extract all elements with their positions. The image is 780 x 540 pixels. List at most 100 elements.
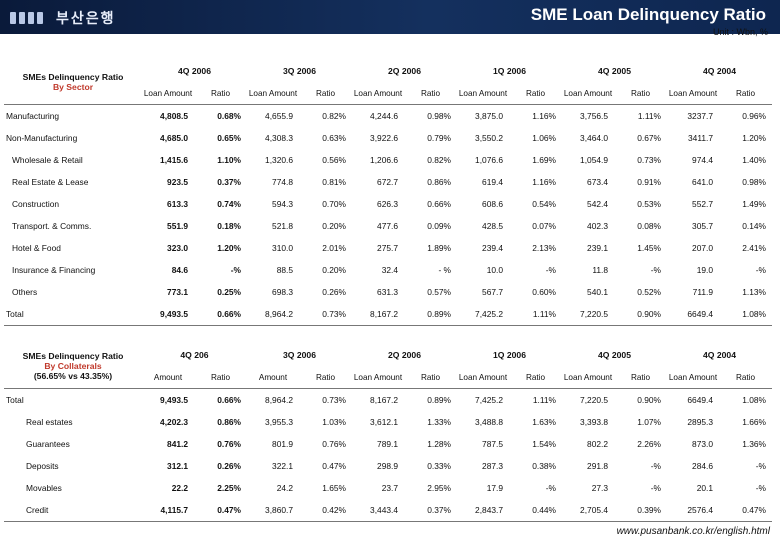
- corner-title: SMEs Delinquency Ratio: [22, 72, 124, 82]
- amount-cell: 631.3: [377, 287, 398, 297]
- ratio-cell: 0.39%: [614, 499, 667, 522]
- amount-cell: 305.7: [692, 221, 713, 231]
- ratio-cell: 0.37%: [404, 499, 457, 522]
- ratio-header: Ratio: [210, 372, 231, 382]
- ratio-cell: 0.82%: [427, 155, 451, 165]
- ratio-cell: 2.41%: [742, 243, 766, 253]
- amount-cell: 8,964.2: [247, 388, 299, 411]
- ratio-cell: 0.44%: [509, 499, 562, 522]
- ratio-cell: - %: [438, 265, 451, 275]
- ratio-cell: 0.70%: [322, 199, 346, 209]
- ratio-cell: -%: [650, 461, 661, 471]
- period-header: 3Q 2006: [283, 350, 316, 360]
- amount-cell: 298.9: [377, 461, 398, 471]
- ratio-cell: 1.33%: [427, 417, 451, 427]
- period-header: 1Q 2006: [493, 350, 526, 360]
- amount-cell: 3,860.7: [247, 499, 299, 522]
- corner-subtitle: By Sector: [52, 82, 94, 92]
- ratio-cell: 0.18%: [217, 221, 241, 231]
- amount-cell: 673.4: [587, 177, 608, 187]
- period-header: 1Q 2006: [493, 66, 526, 76]
- ratio-cell: 0.66%: [194, 388, 247, 411]
- amount-cell: 287.3: [482, 461, 503, 471]
- ratio-cell: 0.74%: [217, 199, 241, 209]
- row-label: Guarantees: [26, 439, 70, 449]
- ratio-cell: 0.09%: [427, 221, 451, 231]
- table-row: Guarantees 841.2 0.76% 801.9 0.76% 789.1 1.28%…: [4, 433, 772, 455]
- ratio-cell: -%: [650, 265, 661, 275]
- ratio-cell: 1.10%: [217, 155, 241, 165]
- ratio-cell: 1.11%: [509, 303, 562, 326]
- ratio-cell: 1.49%: [742, 199, 766, 209]
- ratio-cell: 0.66%: [427, 199, 451, 209]
- amount-cell: 1,076.6: [475, 155, 503, 165]
- amount-cell: 2576.4: [667, 499, 719, 522]
- amount-cell: 4,244.6: [352, 104, 404, 127]
- amount-cell: 23.7: [381, 483, 398, 493]
- amount-cell: 923.5: [167, 177, 188, 187]
- ratio-cell: 0.91%: [637, 177, 661, 187]
- amount-cell: 32.4: [381, 265, 398, 275]
- ratio-cell: 0.54%: [532, 199, 556, 209]
- amount-cell: 551.9: [167, 221, 188, 231]
- ratio-cell: 0.96%: [719, 104, 772, 127]
- ratio-cell: 0.42%: [299, 499, 352, 522]
- amount-cell: 787.5: [482, 439, 503, 449]
- table-row: Manufacturing 4,808.5 0.68% 4,655.9 0.82% 4,2…: [4, 104, 772, 127]
- ratio-cell: 0.33%: [427, 461, 451, 471]
- ratio-cell: 0.73%: [299, 303, 352, 326]
- ratio-header: Ratio: [315, 88, 336, 98]
- ratio-cell: 0.98%: [404, 104, 457, 127]
- amount-cell: 711.9: [692, 287, 713, 297]
- header-bar: 부산은행 SME Loan Delinquency Ratio: [0, 0, 780, 34]
- amount-cell: 239.1: [587, 243, 608, 253]
- ratio-cell: -%: [755, 265, 766, 275]
- footer-url: www.pusanbank.co.kr/english.html: [616, 526, 770, 537]
- amount-cell: 773.1: [167, 287, 188, 297]
- amount-cell: 521.8: [272, 221, 293, 231]
- amount-cell: 1,206.6: [370, 155, 398, 165]
- ratio-header: Ratio: [525, 372, 546, 382]
- ratio-cell: 0.73%: [637, 155, 661, 165]
- unit-label: Unit : Wbn, %: [712, 27, 768, 37]
- ratio-cell: 0.38%: [532, 461, 556, 471]
- ratio-cell: 0.86%: [427, 177, 451, 187]
- amount-cell: 2,843.7: [457, 499, 509, 522]
- corner-subtitle: By Collaterals: [44, 361, 102, 371]
- row-label: Real estates: [26, 417, 73, 427]
- ratio-cell: 1.89%: [427, 243, 451, 253]
- amount-cell: 323.0: [167, 243, 188, 253]
- ratio-cell: 0.37%: [217, 177, 241, 187]
- collateral-table: SMEs Delinquency Ratio By Collaterals (5…: [4, 344, 772, 522]
- ratio-cell: -%: [755, 483, 766, 493]
- ratio-cell: 0.63%: [322, 133, 346, 143]
- period-header: 4Q 206: [180, 350, 209, 360]
- row-label: Credit: [4, 499, 142, 522]
- ratio-cell: 1.03%: [322, 417, 346, 427]
- table-row: Deposits 312.1 0.26% 322.1 0.47% 298.9 0.33% 28…: [4, 455, 772, 477]
- ratio-cell: 0.56%: [322, 155, 346, 165]
- amount-cell: 477.6: [377, 221, 398, 231]
- period-header: 2Q 2006: [388, 350, 421, 360]
- period-header: 2Q 2006: [388, 66, 421, 76]
- ratio-cell: 1.20%: [217, 243, 241, 253]
- table-row: Real Estate & Lease 923.5 0.37% 774.8 0.81% 6…: [4, 171, 772, 193]
- ratio-cell: 0.90%: [614, 303, 667, 326]
- row-label: Wholesale & Retail: [12, 155, 83, 165]
- amount-cell: 4,202.3: [160, 417, 188, 427]
- ratio-cell: 0.26%: [322, 287, 346, 297]
- amount-cell: 88.5: [276, 265, 293, 275]
- amount-cell: 3,464.0: [580, 133, 608, 143]
- ratio-cell: 0.76%: [217, 439, 241, 449]
- amount-cell: 275.7: [377, 243, 398, 253]
- amount-cell: 207.0: [692, 243, 713, 253]
- ratio-cell: 2.01%: [322, 243, 346, 253]
- loan-amount-header: Loan Amount: [668, 88, 718, 98]
- amount-cell: 17.9: [486, 483, 503, 493]
- amount-cell: 84.6: [171, 265, 188, 275]
- amount-header: Amount: [153, 372, 183, 382]
- ratio-cell: 0.79%: [427, 133, 451, 143]
- amount-cell: 8,167.2: [352, 388, 404, 411]
- amount-cell: 322.1: [272, 461, 293, 471]
- ratio-cell: -%: [755, 461, 766, 471]
